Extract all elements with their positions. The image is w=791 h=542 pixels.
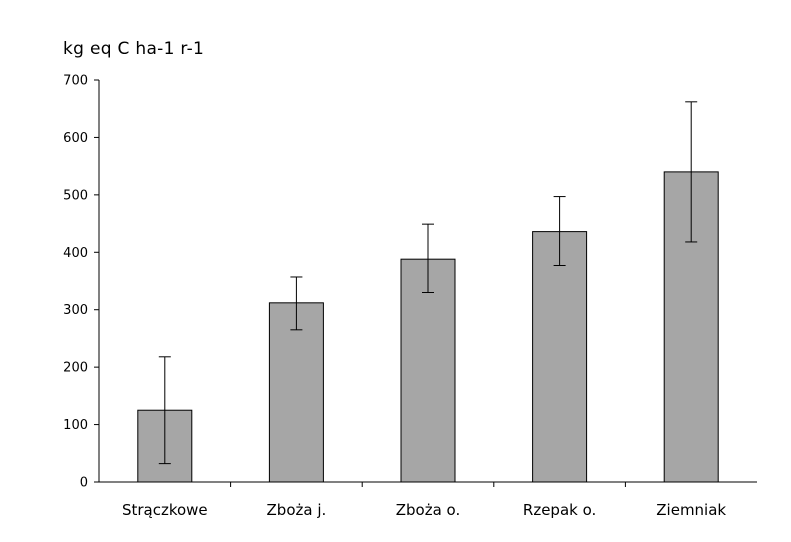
y-tick-label: 400 — [63, 246, 88, 261]
bars — [137, 171, 719, 483]
bar — [532, 231, 588, 483]
y-tick-label: 600 — [63, 131, 88, 146]
x-tick-label: Zboża o. — [396, 501, 461, 519]
y-axis-ticks: 0 100 200 300 400 500 600 700 — [63, 74, 99, 491]
y-axis-title: kg eq C ha-1 r-1 — [63, 39, 204, 59]
x-tick-label: Strączkowe — [122, 501, 208, 519]
y-tick-label: 300 — [63, 303, 88, 318]
x-axis-ticks: Strączkowe Zboża j. Zboża o. Rzepak o. Ziemn… — [122, 482, 726, 519]
y-tick-label: 500 — [63, 188, 88, 203]
x-tick-label: Rzepak o. — [523, 501, 596, 519]
bar — [268, 302, 324, 483]
bar — [400, 258, 456, 483]
y-tick-label: 200 — [63, 361, 88, 376]
x-tick-label: Zboża j. — [267, 501, 327, 519]
y-tick-label: 700 — [63, 74, 88, 89]
error-bars — [158, 101, 698, 465]
y-tick-label: 0 — [80, 476, 88, 491]
x-tick-label: Ziemniak — [656, 501, 726, 519]
y-tick-label: 100 — [63, 418, 88, 433]
